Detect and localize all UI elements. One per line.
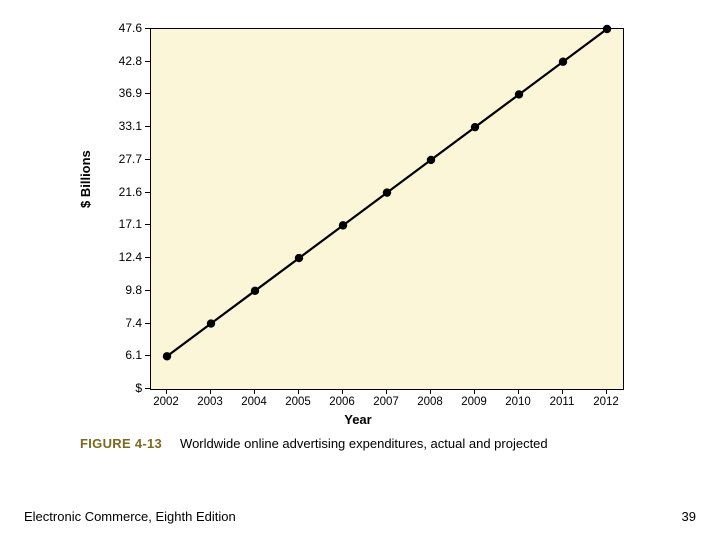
series-marker <box>251 287 259 295</box>
x-tick-mark <box>386 389 387 394</box>
y-tick-mark <box>145 224 150 225</box>
series-marker <box>383 188 391 196</box>
x-tick-mark <box>166 389 167 394</box>
y-tick-mark <box>145 61 150 62</box>
series-marker <box>163 352 171 360</box>
y-tick-mark <box>145 355 150 356</box>
y-tick-label: 9.8 <box>125 283 142 297</box>
x-tick-mark <box>298 389 299 394</box>
plot-area <box>150 28 624 390</box>
figure-caption: FIGURE 4-13 Worldwide online advertising … <box>80 436 548 451</box>
x-tick-label: 2007 <box>373 396 399 408</box>
y-tick-mark <box>145 93 150 94</box>
y-axis-label: $ Billions <box>78 150 93 208</box>
y-tick-label: 6.1 <box>125 348 142 362</box>
x-tick-label: 2005 <box>285 396 311 408</box>
series-marker <box>427 156 435 164</box>
x-tick-mark <box>518 389 519 394</box>
x-tick-mark <box>430 389 431 394</box>
x-tick-label: 2002 <box>153 396 179 408</box>
y-tick-mark <box>145 290 150 291</box>
slide-page: $ Billions Year FIGURE 4-13 Worldwide onl… <box>0 0 720 540</box>
y-tick-label: 47.6 <box>119 21 142 35</box>
x-tick-mark <box>606 389 607 394</box>
figure-caption-text: Worldwide online advertising expenditure… <box>180 436 548 451</box>
x-tick-label: 2009 <box>461 396 487 408</box>
y-tick-label: 36.9 <box>119 86 142 100</box>
y-tick-label: 7.4 <box>125 316 142 330</box>
series-marker <box>471 123 479 131</box>
y-tick-mark <box>145 159 150 160</box>
series-marker <box>207 319 215 327</box>
data-series <box>151 29 623 389</box>
page-number: 39 <box>682 509 696 524</box>
series-marker <box>339 221 347 229</box>
x-tick-mark <box>210 389 211 394</box>
x-tick-mark <box>474 389 475 394</box>
figure-number: FIGURE 4-13 <box>80 436 162 451</box>
y-tick-label: 17.1 <box>119 217 142 231</box>
x-axis-label: Year <box>80 412 636 427</box>
y-tick-mark <box>145 388 150 389</box>
x-tick-label: 2004 <box>241 396 267 408</box>
x-tick-mark <box>562 389 563 394</box>
y-tick-mark <box>145 126 150 127</box>
y-tick-label: 21.6 <box>119 185 142 199</box>
x-tick-label: 2011 <box>550 396 575 408</box>
x-tick-label: 2012 <box>593 396 619 408</box>
y-tick-label: 12.4 <box>119 250 142 264</box>
y-tick-label: 27.7 <box>119 152 142 166</box>
x-tick-label: 2010 <box>505 396 531 408</box>
series-marker <box>559 58 567 66</box>
footer-source: Electronic Commerce, Eighth Edition <box>24 509 236 524</box>
x-tick-mark <box>342 389 343 394</box>
x-tick-label: 2003 <box>197 396 223 408</box>
x-tick-label: 2008 <box>417 396 443 408</box>
chart-container: $ Billions Year FIGURE 4-13 Worldwide onl… <box>80 18 636 458</box>
y-tick-label: $ <box>135 381 142 395</box>
y-tick-label: 33.1 <box>119 119 142 133</box>
series-marker <box>603 25 611 33</box>
y-tick-label: 42.8 <box>119 54 142 68</box>
y-tick-mark <box>145 192 150 193</box>
y-tick-mark <box>145 28 150 29</box>
series-marker <box>295 254 303 262</box>
x-tick-label: 2006 <box>329 396 355 408</box>
y-tick-mark <box>145 257 150 258</box>
y-tick-mark <box>145 323 150 324</box>
x-tick-mark <box>254 389 255 394</box>
series-marker <box>515 90 523 98</box>
